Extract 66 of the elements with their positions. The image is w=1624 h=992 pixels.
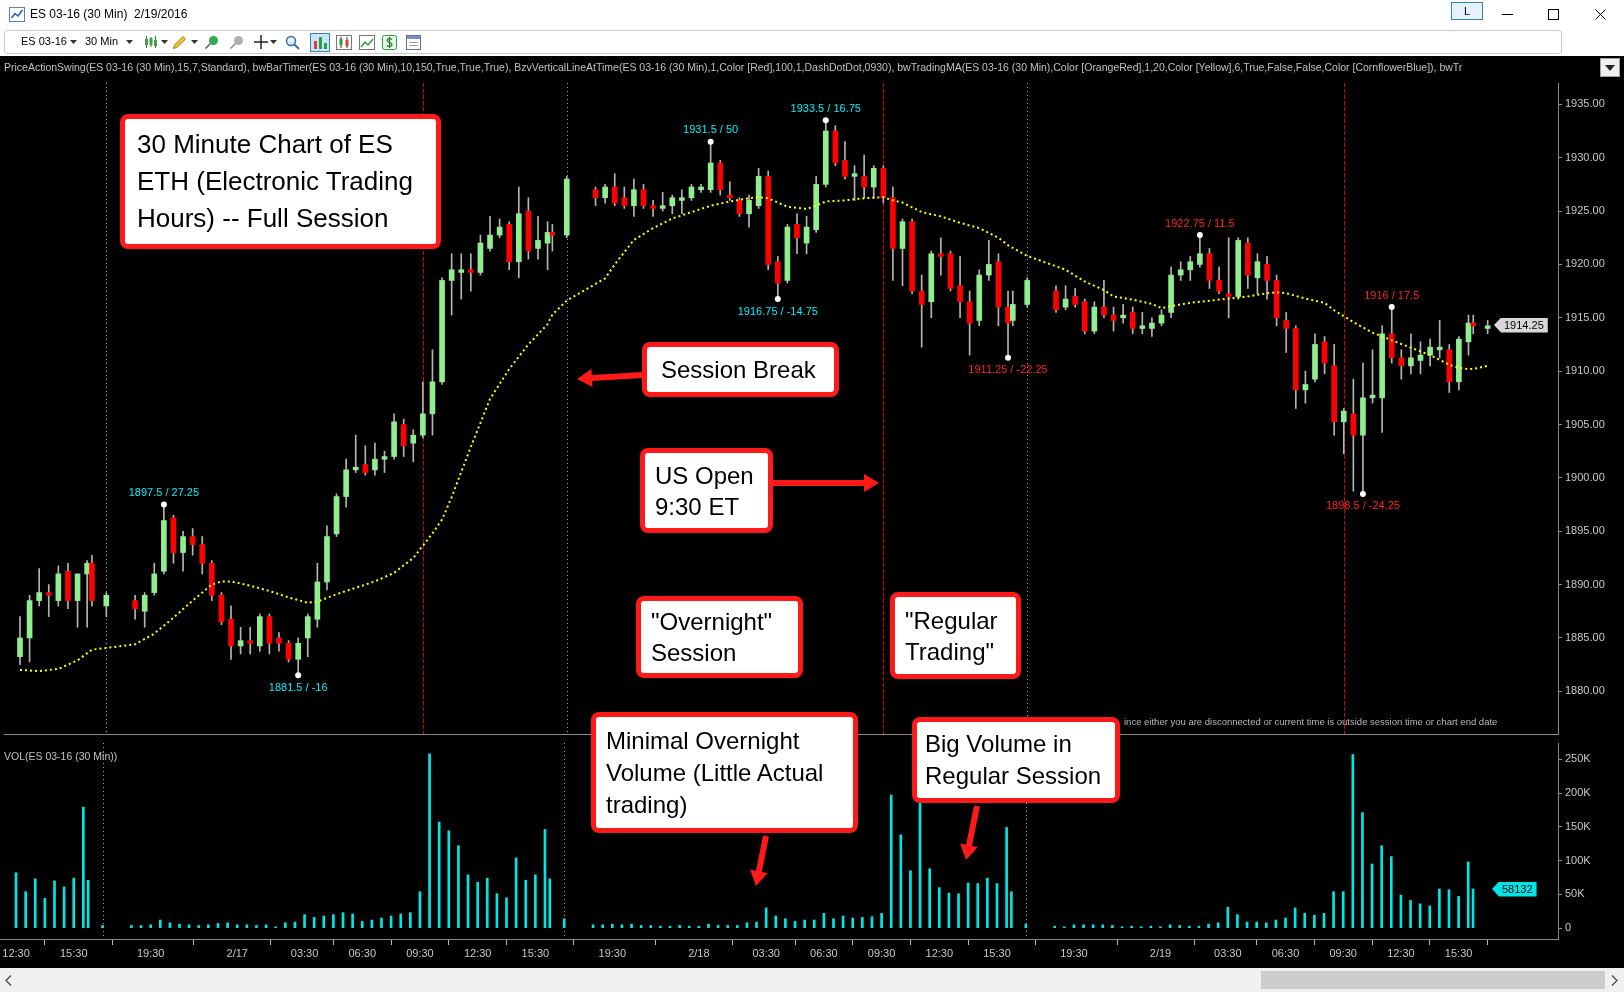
text: 30 Minute Chart of ES ETH (Electronic Trading Hours) -- Full Session [120,114,441,249]
y-tick-label: 50K [1565,887,1586,900]
annotation: 1881.5 / -16 [268,680,328,693]
y-tick-label: 1895.00 [1565,524,1605,537]
y-tick-label: 1900.00 [1565,470,1605,483]
annotation: 1916 / 17.5 [1364,288,1420,301]
text: VOL(ES 03-16 (30 Min)) [4,750,118,763]
x-tick-label: 15:30 [521,946,550,959]
y-tick-label: 1915.00 [1565,310,1605,323]
x-tick-label: 06:30 [348,946,377,959]
y-tick-label: 150K [1565,819,1592,832]
y-tick-label: 1890.00 [1565,577,1605,590]
annotation: Session Break [642,342,839,397]
annotation: 1914.25 [1494,317,1548,333]
annotation: ince either you are disconnected or current time is outside session time or chart end date [1124,716,1498,728]
y-tick-label: 1880.00 [1565,684,1605,697]
annotation: Minimal Overnight Volume (Little Actual trading) [591,712,858,833]
y-tick-label: 1920.00 [1565,257,1605,270]
y-tick-label: 1935.00 [1565,97,1605,110]
x-tick-label: 12:30 [463,946,492,959]
x-tick-label: 03:30 [752,946,780,959]
y-tick-label: 1885.00 [1565,630,1605,643]
y-tick-label: 1930.00 [1565,150,1605,163]
y-tick-label: 1910.00 [1565,364,1605,377]
annotation: US Open 9:30 ET [640,448,773,533]
x-tick-label: 03:30 [1214,946,1242,959]
annotation: Big Volume in Regular Session [912,717,1120,803]
x-tick-label: 09:30 [867,946,896,959]
x-tick-label: 15:30 [59,946,88,959]
annotation: 1911.25 / -22.25 [968,363,1048,376]
x-tick-label: 12:30 [1387,946,1415,959]
annotation: 1916.75 / -14.75 [737,304,818,317]
y-tick-label: 200K [1565,786,1592,799]
annotation: 1922.75 / 11.5 [1165,216,1235,229]
x-tick-label: 2/18 [688,946,710,959]
x-tick-label: 03:30 [290,946,319,959]
annotation: 1933.5 / 16.75 [790,101,861,114]
y-tick-label: 100K [1565,853,1592,866]
x-tick-label: 12:30 [2,946,30,959]
x-tick-label: 06:30 [810,946,838,959]
text: ES 03-16 (30 Min) 2/19/2016 [30,7,188,22]
annotation: 1931.5 / 50 [683,123,739,136]
text: 30 Min [85,35,119,49]
x-tick-label: 2/17 [226,946,248,959]
x-tick-label: 15:30 [983,946,1011,959]
y-tick-label: 1925.00 [1565,204,1605,217]
annotation: 1898.5 / -24.25 [1325,499,1400,512]
x-tick-label: 15:30 [1444,946,1473,959]
x-tick-label: 19:30 [598,946,627,959]
annotation: 58132 [1492,881,1537,897]
x-tick-label: 2/19 [1149,946,1172,959]
x-tick-label: 19:30 [1060,946,1088,959]
x-tick-label: 09:30 [1329,946,1357,959]
text: ES 03-16 [21,35,67,49]
x-tick-label: 12:30 [925,946,954,959]
x-tick-label: 06:30 [1271,946,1300,959]
annotation: "Overnight" Session [636,596,803,678]
x-tick-label: 19:30 [136,946,165,959]
x-tick-label: 09:30 [406,946,434,959]
y-tick-label: 1905.00 [1565,417,1605,430]
annotation: 1897.5 / 27.25 [128,486,200,499]
text: L [1451,2,1483,20]
y-tick-label: 0 [1565,921,1572,934]
chart-subtitle: PriceActionSwing(ES 03-16 (30 Min),15,7,Standard), bwBarTimer(ES 03-16 (30 Min),10,150,True,True,True), BzvVerticalLineAtTime(ES 03-16 (30 Min),1,Color [Red],100,1,DashDotDot,0930), bwTradingMA(ES 03-16 (30 Min),Color [OrangeRed],1,20,Color [Yellow],6,True,False,False,Color [CornflowerBlue]), bwTr [4,61,1463,74]
y-tick-label: 250K [1565,752,1592,765]
annotation: "Regular Trading" [890,592,1021,679]
